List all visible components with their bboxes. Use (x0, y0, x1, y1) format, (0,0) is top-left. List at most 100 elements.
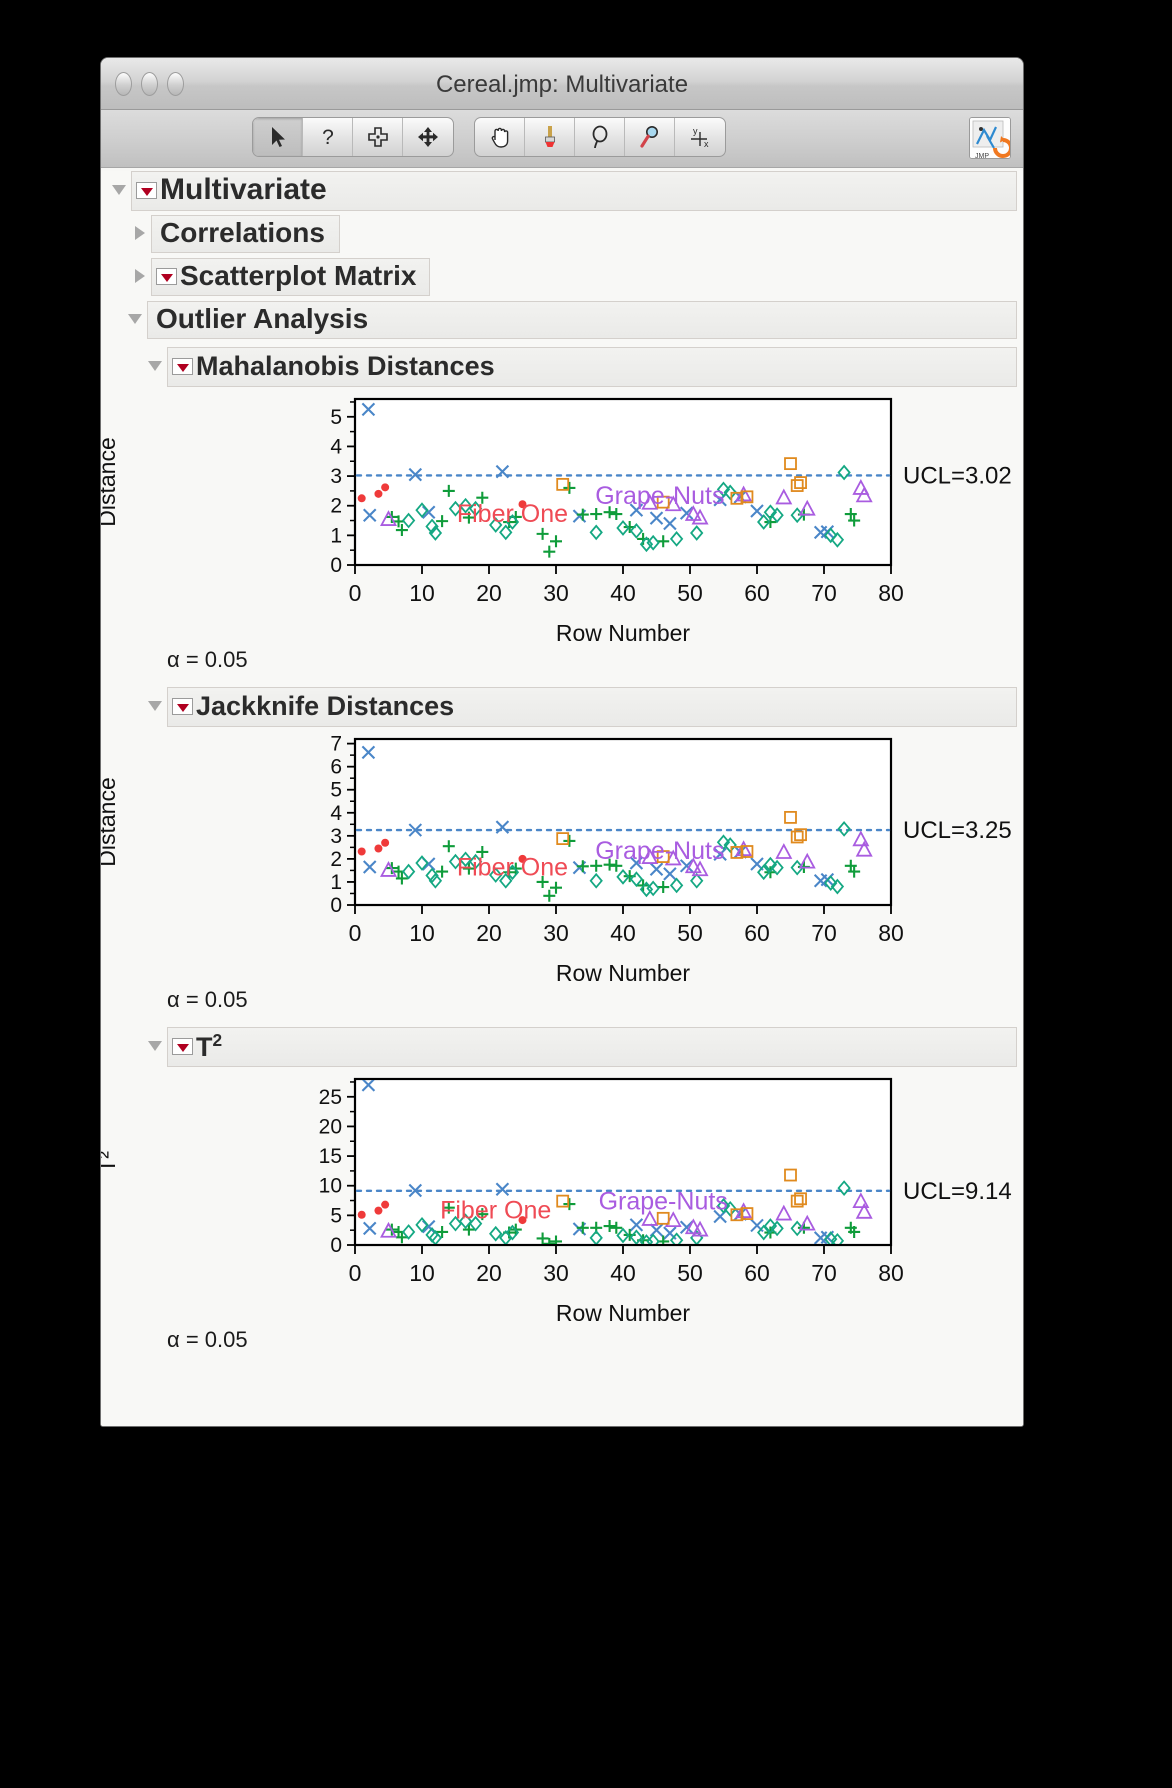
question-tool[interactable]: ? (303, 118, 353, 156)
brush-tool[interactable] (525, 118, 575, 156)
svg-text:JMP: JMP (975, 153, 989, 159)
svg-text:1: 1 (330, 871, 342, 894)
outline-label-multivariate: Multivariate (160, 173, 327, 206)
alpha-label-mahalanobis: α = 0.05 (167, 647, 248, 672)
chart-jackknife-distances: 0 1 2 3 4 5 6 7 0 10 20 30 40 50 60 70 80 Distance Row Num… (101, 727, 1023, 987)
outline-bar-multivariate[interactable]: Multivariate (131, 171, 1017, 211)
outline-label-mahalanobis-distances: Mahalanobis Distances (196, 350, 495, 381)
svg-text:UCL=3.25: UCL=3.25 (903, 817, 1012, 844)
outline-bar-t-squared[interactable]: T2 (167, 1027, 1017, 1067)
disclosure-triangle-scatterplot-matrix[interactable] (129, 266, 151, 288)
svg-text:30: 30 (543, 1260, 569, 1286)
toolbar: ? (101, 110, 1023, 168)
svg-text:50: 50 (677, 1260, 703, 1286)
outline-node-correlations[interactable]: Correlations (129, 215, 1023, 253)
svg-text:Row Number: Row Number (556, 960, 691, 986)
outline-node-outlier-analysis[interactable]: Outlier Analysis (125, 301, 1023, 339)
move-tool[interactable] (403, 118, 453, 156)
outline-label-jackknife-distances: Jackknife Distances (196, 690, 455, 721)
red-triangle-menu-icon[interactable] (156, 267, 177, 285)
svg-text:5: 5 (330, 779, 342, 802)
svg-text:80: 80 (878, 580, 904, 606)
svg-text:x: x (704, 139, 709, 149)
red-triangle-menu-icon[interactable] (172, 357, 193, 375)
svg-text:80: 80 (878, 920, 904, 946)
svg-text:10: 10 (409, 920, 435, 946)
disclosure-triangle-correlations[interactable] (129, 223, 151, 245)
svg-text:?: ? (322, 126, 334, 149)
svg-text:UCL=3.02: UCL=3.02 (903, 462, 1012, 489)
svg-text:30: 30 (543, 920, 569, 946)
red-triangle-menu-icon[interactable] (172, 697, 193, 715)
magnifier-tool[interactable] (625, 118, 675, 156)
outline-label-t-squared: T2 (196, 1029, 223, 1062)
arrow-tool[interactable] (253, 118, 303, 156)
svg-text:Fiber One: Fiber One (440, 1197, 551, 1225)
outline-node-multivariate[interactable]: Multivariate (109, 171, 1023, 211)
svg-text:80: 80 (878, 1260, 904, 1286)
outline-bar-scatterplot-matrix[interactable]: Scatterplot Matrix (151, 258, 430, 296)
t-squared-plot-svg: 0 5 10 15 20 25 0 10 20 30 40 50 60 70 80 T² Row Number U… (101, 1077, 1012, 1326)
jmp-refresh-icon[interactable]: JMP (969, 117, 1011, 159)
window-titlebar[interactable]: Cereal.jmp: Multivariate (101, 58, 1023, 110)
close-button[interactable] (115, 72, 132, 96)
report-body: Multivariate Correlations Scatterplot Ma… (101, 171, 1023, 1426)
svg-text:50: 50 (677, 920, 703, 946)
axis-tool[interactable]: y x (675, 118, 725, 156)
svg-text:20: 20 (476, 580, 502, 606)
svg-text:2: 2 (330, 495, 342, 518)
outline-bar-outlier-analysis[interactable]: Outlier Analysis (147, 301, 1017, 339)
outline-label-outlier-analysis: Outlier Analysis (156, 303, 369, 334)
svg-text:10: 10 (409, 580, 435, 606)
hand-tool[interactable] (475, 118, 525, 156)
disclosure-triangle-multivariate[interactable] (109, 180, 131, 202)
svg-text:3: 3 (330, 825, 342, 848)
svg-text:0: 0 (349, 1260, 362, 1286)
outline-bar-mahalanobis-distances[interactable]: Mahalanobis Distances (167, 347, 1017, 387)
outline-bar-correlations[interactable]: Correlations (151, 215, 340, 253)
svg-text:20: 20 (319, 1115, 342, 1138)
svg-text:20: 20 (476, 920, 502, 946)
svg-text:50: 50 (677, 580, 703, 606)
minimize-button[interactable] (141, 72, 158, 96)
disclosure-triangle-mahalanobis[interactable] (145, 356, 167, 378)
alpha-label-t-squared: α = 0.05 (167, 1327, 248, 1352)
svg-text:Fiber One: Fiber One (457, 854, 568, 882)
disclosure-triangle-t-squared[interactable] (145, 1036, 167, 1058)
svg-text:0: 0 (349, 580, 362, 606)
lasso-tool[interactable] (575, 118, 625, 156)
outline-node-scatterplot-matrix[interactable]: Scatterplot Matrix (129, 258, 1023, 296)
svg-text:20: 20 (476, 1260, 502, 1286)
chart-mahalanobis-distances: 0 1 2 3 4 5 0 10 20 30 40 50 60 70 80 Distance Row Numbe… (101, 387, 1023, 647)
outline-node-jackknife-distances[interactable]: Jackknife Distances (145, 687, 1023, 727)
svg-text:Distance: Distance (101, 437, 120, 526)
disclosure-triangle-outlier-analysis[interactable] (125, 309, 147, 331)
svg-text:30: 30 (543, 580, 569, 606)
svg-text:0: 0 (330, 1234, 342, 1257)
red-triangle-menu-icon[interactable] (172, 1037, 193, 1055)
red-triangle-menu-icon[interactable] (136, 181, 157, 199)
svg-text:15: 15 (319, 1145, 342, 1168)
svg-text:T²: T² (101, 1151, 120, 1173)
disclosure-triangle-jackknife[interactable] (145, 696, 167, 718)
svg-text:0: 0 (330, 894, 342, 917)
svg-text:Distance: Distance (101, 777, 120, 866)
svg-text:40: 40 (610, 1260, 636, 1286)
svg-text:70: 70 (811, 920, 837, 946)
svg-text:60: 60 (744, 580, 770, 606)
svg-text:10: 10 (319, 1175, 342, 1198)
zoom-button[interactable] (167, 72, 184, 96)
svg-text:0: 0 (330, 554, 342, 577)
svg-text:5: 5 (330, 406, 342, 429)
svg-text:Row Number: Row Number (556, 1300, 691, 1326)
outline-node-t-squared[interactable]: T2 (145, 1027, 1023, 1067)
svg-text:70: 70 (811, 1260, 837, 1286)
svg-text:Grape-Nuts: Grape-Nuts (595, 837, 724, 865)
svg-text:Row Number: Row Number (556, 620, 691, 646)
outline-bar-jackknife-distances[interactable]: Jackknife Distances (167, 687, 1017, 727)
window-controls (115, 72, 184, 96)
outline-node-mahalanobis-distances[interactable]: Mahalanobis Distances (145, 347, 1023, 387)
crosshair-tool[interactable] (353, 118, 403, 156)
